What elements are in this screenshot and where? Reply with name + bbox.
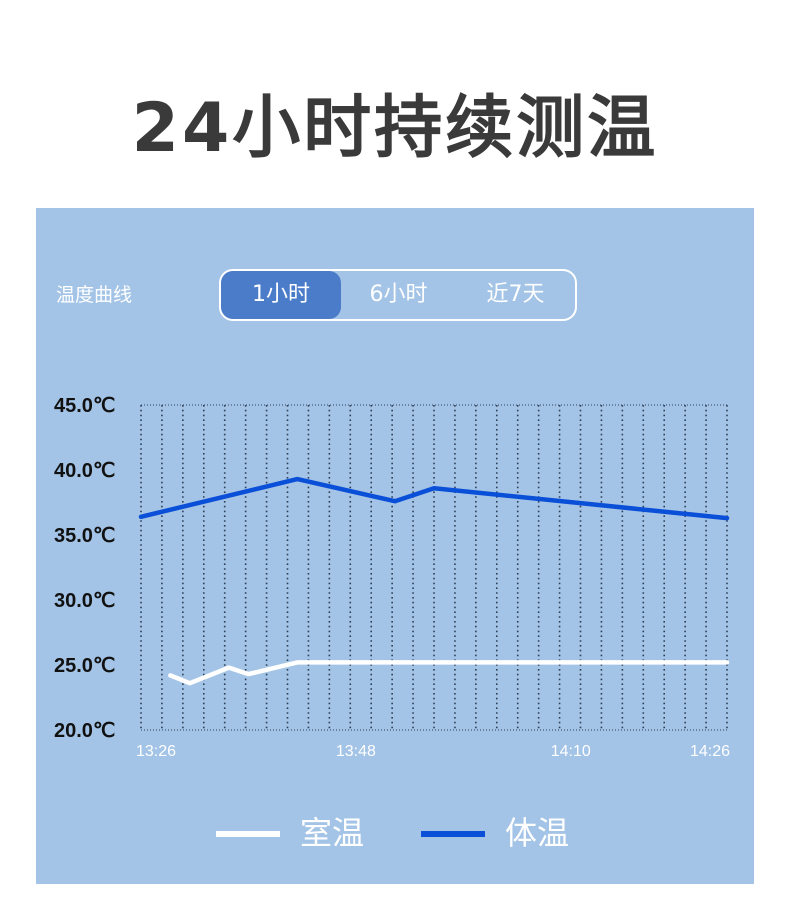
- tab-6-hours[interactable]: 6小时: [369, 282, 428, 307]
- room-temp-line: [168, 660, 730, 686]
- body-temp-line: [138, 476, 730, 521]
- tab-7-days[interactable]: 近7天: [486, 282, 545, 307]
- y-tick-label: 35.0℃: [54, 525, 115, 547]
- legend-label-room: 室温: [300, 814, 365, 852]
- y-tick-label: 45.0℃: [54, 395, 115, 417]
- y-tick-label: 25.0℃: [54, 655, 115, 677]
- tab-1-hour[interactable]: 1小时: [221, 271, 341, 319]
- y-tick-label: 40.0℃: [54, 460, 115, 482]
- x-tick-label: 13:48: [336, 743, 376, 760]
- time-range-tabs: 1小时 6小时 近7天: [219, 269, 577, 321]
- legend-swatch-body: [421, 831, 485, 837]
- chart-label: 温度曲线: [56, 284, 133, 306]
- temperature-panel: 温度曲线 1小时 6小时 近7天 45.0℃ 40.0℃ 35.0℃ 30.0℃ 25.…: [36, 208, 754, 884]
- legend-swatch-room: [216, 831, 280, 837]
- y-tick-label: 20.0℃: [54, 720, 115, 742]
- x-tick-label: 13:26: [136, 743, 176, 760]
- x-tick-label: 14:10: [551, 743, 591, 760]
- chart-legend: 室温 体温: [36, 813, 754, 853]
- y-tick-label: 30.0℃: [54, 590, 115, 612]
- temperature-chart: 45.0℃ 40.0℃ 35.0℃ 30.0℃ 25.0℃ 20.0℃ 13:26 13:48…: [54, 395, 730, 760]
- page-title: 24小时持续测温: [131, 89, 659, 168]
- legend-label-body: 体温: [505, 814, 570, 852]
- x-tick-label: 14:26: [690, 743, 730, 760]
